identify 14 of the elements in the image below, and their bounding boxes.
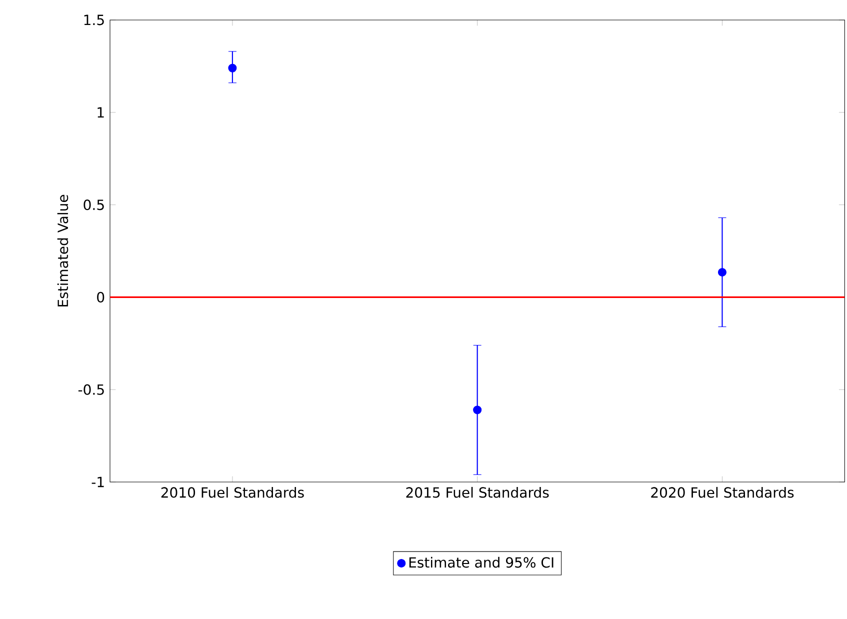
y-axis-title: Estimated Value: [57, 194, 68, 306]
point: [228, 64, 237, 72]
point: [718, 268, 726, 277]
y-tick-label: 1.5: [84, 14, 104, 26]
legend-label: Estimate and 95% CI: [409, 556, 554, 568]
y-tick-label: -0.5: [78, 384, 104, 395]
x-tick-label: 2020 Fuel Standards: [651, 486, 794, 498]
y-tick-label: -1: [92, 476, 104, 488]
point: [473, 406, 482, 414]
x-tick-label: 2010 Fuel Standards: [161, 486, 304, 498]
x-tick-label: 2015 Fuel Standards: [406, 486, 549, 498]
y-tick-label: 1: [98, 107, 104, 118]
y-tick-label: 0.5: [84, 200, 104, 210]
y-tick-label: 0: [97, 292, 104, 302]
